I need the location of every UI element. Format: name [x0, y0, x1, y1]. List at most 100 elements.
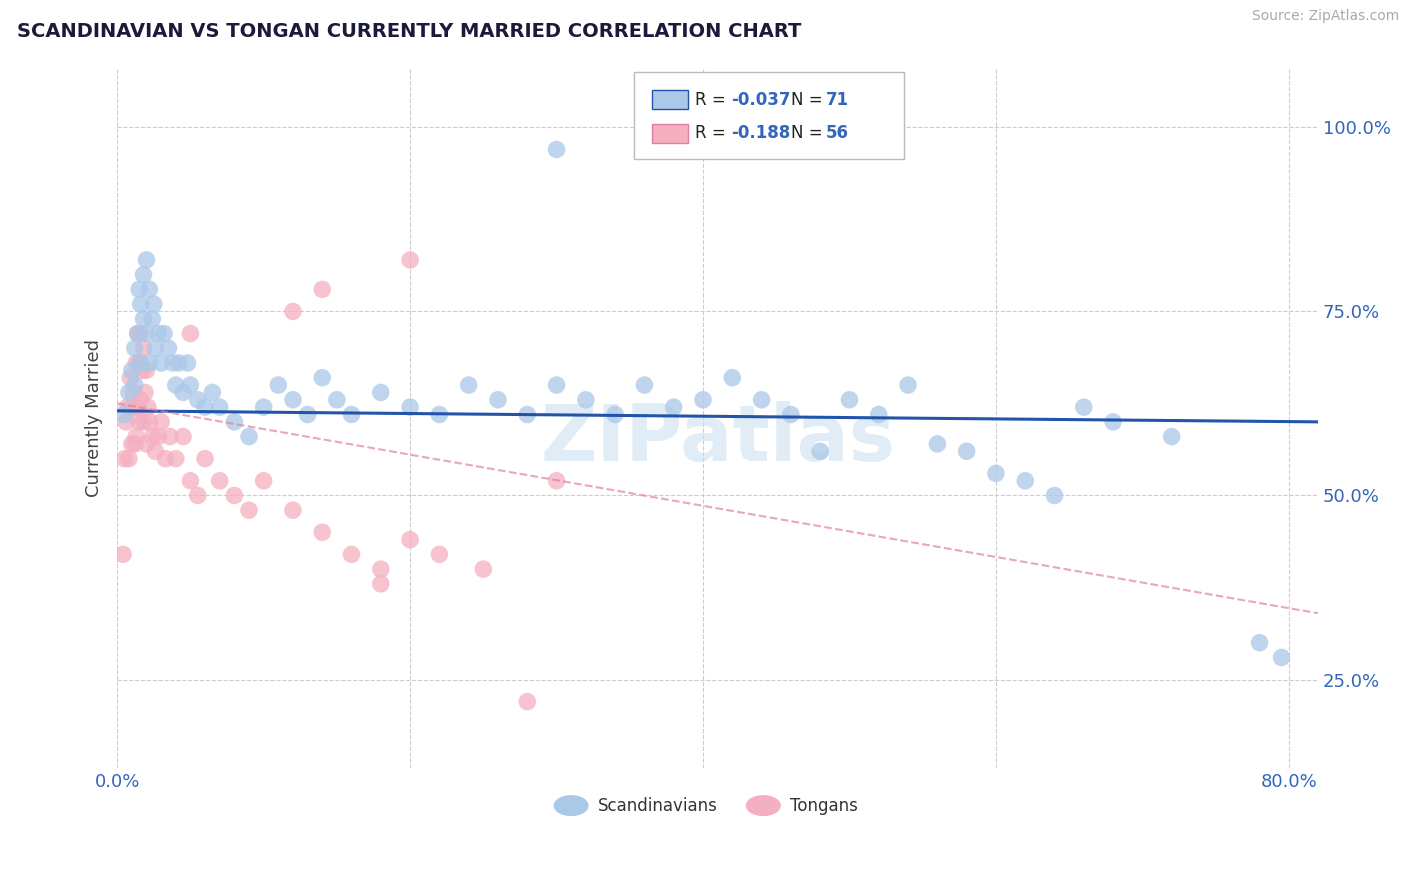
Point — [124, 400, 146, 414]
Point — [117, 400, 139, 414]
Point — [121, 363, 143, 377]
Text: Scandinavians: Scandinavians — [598, 797, 717, 814]
Point — [122, 385, 145, 400]
Point — [153, 326, 176, 341]
Point — [172, 429, 194, 443]
Point — [692, 392, 714, 407]
Point — [340, 547, 363, 561]
Point — [253, 400, 276, 414]
Text: -0.037: -0.037 — [731, 91, 790, 109]
Point — [326, 392, 349, 407]
Point — [155, 451, 177, 466]
Point — [141, 311, 163, 326]
Point — [150, 356, 173, 370]
Point — [201, 385, 224, 400]
Point — [138, 415, 160, 429]
Point — [120, 370, 142, 384]
Point — [135, 252, 157, 267]
Point — [138, 282, 160, 296]
Point — [208, 474, 231, 488]
Point — [868, 408, 890, 422]
Point — [224, 415, 246, 429]
Point — [399, 533, 422, 547]
Point — [162, 356, 184, 370]
Point — [132, 268, 155, 282]
Point — [176, 356, 198, 370]
Point — [253, 474, 276, 488]
Point — [224, 488, 246, 502]
Point — [633, 378, 655, 392]
Point — [281, 392, 304, 407]
Text: R =: R = — [695, 91, 731, 109]
FancyBboxPatch shape — [634, 72, 904, 160]
Point — [132, 311, 155, 326]
Y-axis label: Currently Married: Currently Married — [86, 339, 103, 497]
Point — [370, 577, 392, 591]
Point — [114, 451, 136, 466]
Point — [808, 444, 831, 458]
Point — [135, 437, 157, 451]
Point — [118, 385, 141, 400]
Text: -0.188: -0.188 — [731, 124, 790, 143]
Point — [399, 400, 422, 414]
Point — [143, 444, 166, 458]
Point — [472, 562, 495, 576]
Point — [546, 378, 568, 392]
Point — [297, 408, 319, 422]
Point — [1102, 415, 1125, 429]
Point — [128, 415, 150, 429]
Point — [370, 562, 392, 576]
Point — [370, 385, 392, 400]
Point — [194, 400, 217, 414]
Point — [267, 378, 290, 392]
Point — [179, 474, 201, 488]
Point — [194, 451, 217, 466]
Point — [340, 408, 363, 422]
Point — [429, 408, 451, 422]
Point — [956, 444, 979, 458]
Point — [281, 503, 304, 517]
Point — [897, 378, 920, 392]
Text: Tongans: Tongans — [790, 797, 858, 814]
Point — [148, 429, 170, 443]
Point — [141, 429, 163, 443]
Point — [311, 282, 333, 296]
Point — [135, 326, 157, 341]
Point — [179, 378, 201, 392]
Point — [721, 370, 744, 384]
Point — [129, 392, 152, 407]
Text: 56: 56 — [825, 124, 849, 143]
Point — [1160, 429, 1182, 443]
Point — [112, 547, 135, 561]
Point — [121, 400, 143, 414]
Point — [311, 525, 333, 540]
Point — [114, 408, 136, 422]
Point — [127, 326, 149, 341]
Point — [662, 400, 685, 414]
Point — [516, 695, 538, 709]
Point — [546, 474, 568, 488]
Point — [150, 415, 173, 429]
Text: N =: N = — [792, 124, 828, 143]
Point — [457, 378, 479, 392]
Point — [148, 326, 170, 341]
Point — [311, 370, 333, 384]
Text: 71: 71 — [825, 91, 849, 109]
Point — [115, 415, 138, 429]
Text: N =: N = — [792, 91, 828, 109]
Point — [927, 437, 949, 451]
Text: R =: R = — [695, 124, 731, 143]
Text: Source: ZipAtlas.com: Source: ZipAtlas.com — [1251, 9, 1399, 23]
Point — [751, 392, 773, 407]
Point — [780, 408, 803, 422]
Point — [516, 408, 538, 422]
Point — [605, 408, 627, 422]
Point — [238, 429, 260, 443]
Point — [486, 392, 509, 407]
Point — [984, 467, 1007, 481]
Point — [136, 400, 159, 414]
Point — [429, 547, 451, 561]
Point — [138, 356, 160, 370]
Point — [124, 437, 146, 451]
Bar — [651, 124, 688, 143]
